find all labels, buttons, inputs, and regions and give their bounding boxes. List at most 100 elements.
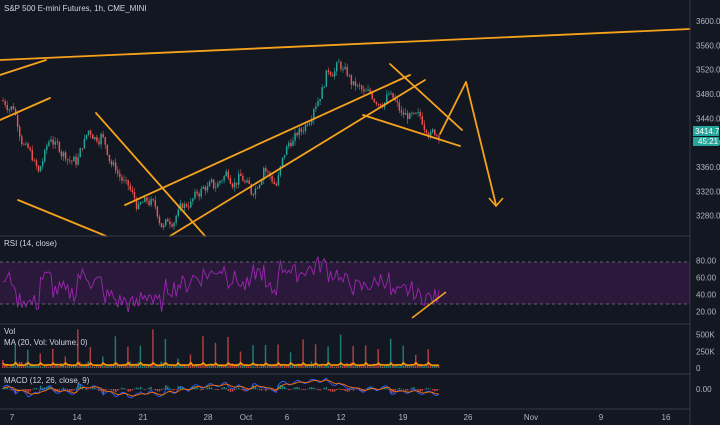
candle-body (325, 70, 328, 87)
macd-histogram-bar (350, 389, 353, 390)
candle-body (431, 129, 434, 133)
macd-histogram-bar (217, 389, 219, 391)
candle-body (237, 173, 240, 185)
macd-histogram-bar (135, 387, 138, 390)
candle-body (142, 202, 144, 203)
volume-bar (156, 365, 158, 368)
time-tick-label: Nov (524, 413, 538, 422)
volume-bar (337, 366, 340, 368)
volume-bar (268, 364, 271, 368)
volume-bar (431, 366, 434, 368)
candle-body (104, 137, 106, 145)
rsi-series (2, 256, 440, 313)
volume-bar (260, 365, 263, 368)
macd-histogram-bar (292, 388, 294, 390)
candle-body (296, 133, 298, 136)
volume-bar (377, 348, 379, 368)
volume-bar (433, 365, 436, 368)
macd-histogram-bar (102, 389, 104, 394)
candle-body (144, 197, 146, 203)
candle-body (398, 102, 401, 111)
macd-histogram-bar (112, 389, 115, 392)
candle-body (346, 67, 348, 76)
candle-body (371, 92, 373, 99)
macd-histogram-bar (235, 388, 238, 390)
volume-bar (70, 365, 73, 368)
volume-ma-line (2, 361, 440, 367)
candle-body (10, 106, 13, 110)
macd-histogram-bar (85, 389, 88, 390)
candle-body (279, 166, 282, 176)
volume-bar (185, 366, 188, 368)
macd-histogram-bar (202, 389, 205, 390)
volume-bar (122, 365, 125, 368)
time-tick-label: 9 (599, 413, 604, 422)
candle-body (77, 157, 79, 165)
candle-body (2, 100, 4, 102)
volume-bar (108, 364, 110, 368)
macd-histogram-bar (310, 387, 313, 390)
trendline (389, 63, 463, 131)
candle-body (392, 93, 394, 98)
macd-histogram-bar (331, 389, 334, 392)
volume-bar (83, 364, 85, 368)
volume-bar (367, 365, 369, 368)
macd-histogram-bar (69, 389, 71, 392)
candle-body (252, 194, 255, 195)
vol-legend: Vol (4, 327, 15, 336)
candle-body (344, 67, 346, 69)
macd-histogram-bar (54, 389, 56, 392)
volume-bar (227, 336, 229, 368)
volume-bar (208, 365, 210, 368)
candle-body (210, 179, 213, 183)
candle-body (415, 112, 417, 114)
volume-bar (166, 363, 169, 368)
candle-body (106, 144, 109, 155)
candle-body (229, 178, 232, 184)
volume-bar (110, 365, 112, 368)
candle-body (275, 183, 278, 186)
volume-bar (91, 366, 94, 368)
candle-body (292, 140, 294, 147)
candle-body (89, 130, 92, 135)
macd-histogram-bar (104, 389, 106, 392)
macd-histogram-bar (294, 387, 296, 390)
candle-body (302, 130, 305, 132)
trendline-drawings[interactable] (0, 28, 691, 237)
volume-bar (279, 365, 281, 368)
candle-body (150, 199, 152, 206)
macd-histogram-bar (398, 388, 401, 390)
volume-bar (125, 363, 127, 368)
macd-histogram-bar (21, 388, 23, 390)
macd-histogram-bar (281, 385, 284, 390)
volume-bar (212, 364, 215, 368)
candle-body (308, 123, 311, 125)
macd-histogram-bar (198, 388, 200, 390)
volume-bar (77, 329, 79, 368)
volume-bar (289, 352, 292, 368)
volume-bar (369, 365, 371, 368)
macd-histogram-bar (233, 389, 236, 391)
volume-bar (302, 339, 304, 368)
volume-bar (319, 364, 321, 368)
macd-histogram-bar (260, 389, 263, 391)
candle-body (146, 197, 148, 201)
candle-body (39, 166, 42, 172)
candle-body (290, 142, 292, 147)
macd-histogram-bar (323, 387, 325, 390)
candle-body (298, 128, 300, 136)
volume-bar (250, 366, 252, 368)
macd-histogram-bar (436, 389, 438, 391)
macd-histogram-bar (390, 389, 392, 394)
candle-body (79, 148, 81, 158)
candle-body (62, 152, 65, 157)
macd-histogram-bar (283, 386, 286, 390)
macd-histogram-bar (223, 387, 225, 390)
candle-body (327, 70, 330, 73)
volume-bar (385, 364, 388, 368)
candle-body (369, 89, 371, 93)
rsi-trendline[interactable] (411, 291, 447, 319)
volume-bar (400, 364, 402, 368)
time-tick-label: 26 (464, 413, 473, 422)
